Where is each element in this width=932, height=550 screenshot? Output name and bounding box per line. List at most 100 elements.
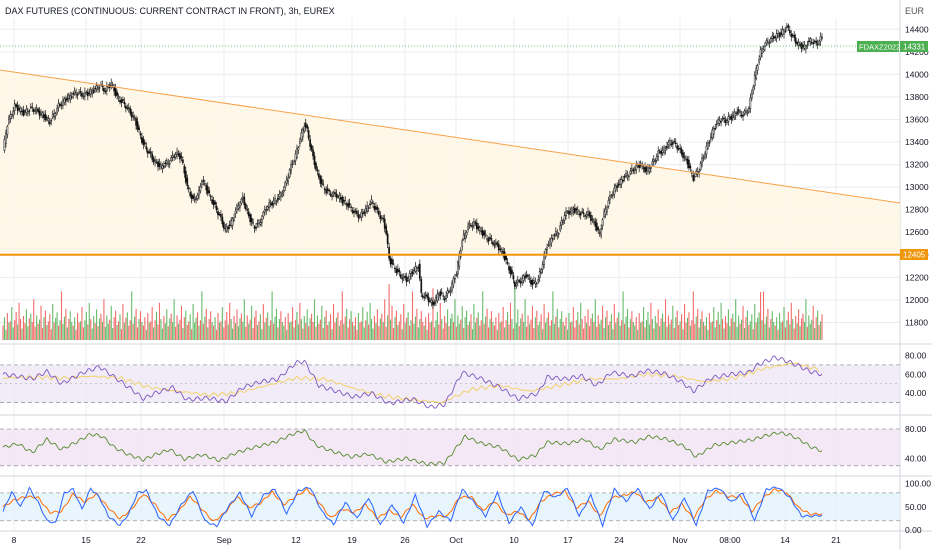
volume-bar [347, 327, 349, 340]
volume-bar [27, 326, 29, 340]
volume-bar [85, 311, 87, 340]
candle-body [81, 92, 83, 97]
volume-bar [793, 328, 795, 340]
candle-body [775, 33, 778, 39]
volume-bar [77, 313, 79, 340]
volume-bar [724, 316, 727, 340]
volume-bar [561, 311, 563, 340]
volume-bar [277, 327, 279, 340]
candle-body [37, 108, 39, 113]
volume-bar [454, 299, 456, 340]
candle-body [414, 266, 417, 272]
volume-bar [590, 318, 592, 340]
volume-bar [716, 320, 718, 340]
volume-bar [760, 292, 762, 340]
candle-body [489, 237, 491, 239]
candle-body [742, 114, 744, 117]
volume-bar [531, 305, 533, 340]
volume-bar [493, 325, 495, 340]
volume-bar [17, 324, 19, 340]
candle-body [114, 88, 117, 96]
candle-body [18, 108, 20, 110]
x-tick-label: Sep [216, 535, 231, 545]
candle-body [418, 263, 421, 279]
candle-body [247, 211, 250, 217]
volume-bar [192, 304, 194, 340]
volume-bar [600, 319, 602, 340]
candle-body [435, 297, 437, 302]
candle-body [519, 281, 522, 284]
volume-bar [559, 319, 561, 340]
candle-body [154, 160, 156, 163]
candle-body [693, 175, 696, 178]
x-tick-label: Oct [449, 535, 463, 545]
candle-body [291, 163, 294, 166]
x-tick-label: 12 [291, 535, 301, 545]
volume-bar [183, 317, 185, 340]
volume-bar [467, 325, 469, 340]
volume-bar [340, 320, 342, 340]
volume-bar [815, 317, 817, 340]
candle-body [464, 233, 466, 239]
volume-bar [322, 328, 324, 340]
volume-bar [662, 313, 664, 340]
volume-bar [207, 327, 209, 340]
candle-body [705, 146, 708, 155]
candle-body [315, 162, 317, 170]
volume-bar [161, 328, 163, 340]
volume-bar [457, 315, 459, 340]
candle-body [421, 295, 424, 298]
volume-bar [196, 312, 199, 340]
volume-bar [369, 302, 371, 340]
candle-body [743, 110, 746, 114]
candle-body [784, 30, 787, 33]
volume-bar [221, 307, 223, 340]
candle-body [477, 226, 480, 230]
candle-body [711, 129, 714, 138]
candle-body [170, 157, 173, 161]
volume-bar [88, 302, 90, 340]
candle-body [268, 202, 271, 208]
candle-body [632, 169, 635, 172]
volume-bar [110, 305, 112, 340]
volume-bar [224, 320, 226, 340]
candle-body [310, 145, 313, 150]
candle-body [423, 296, 426, 298]
volume-bar [132, 323, 134, 340]
candle-body [411, 271, 414, 275]
volume-bar [470, 314, 472, 340]
candle-body [386, 233, 389, 244]
candle-body [303, 126, 306, 132]
volume-bar [770, 319, 772, 340]
volume-bar [523, 322, 525, 340]
volume-bar [485, 316, 487, 340]
candle-body [46, 117, 48, 119]
stoch-tick-label: 0.00 [905, 525, 922, 535]
volume-bar [79, 321, 82, 340]
candle-body [43, 114, 45, 118]
candle-body [437, 294, 440, 298]
volume-bar [667, 315, 669, 340]
volume-bar [730, 318, 732, 340]
volume-bar [553, 323, 555, 340]
volume-bar [508, 324, 510, 340]
candle-body [631, 168, 633, 171]
volume-bar [87, 324, 89, 340]
candle-body [60, 104, 63, 107]
volume-bar [410, 320, 412, 340]
candle-body [506, 262, 509, 264]
volume-bar [803, 322, 805, 340]
candle-body [208, 190, 211, 193]
candle-body [262, 211, 265, 217]
candle-body [337, 196, 339, 198]
candle-body [177, 153, 180, 156]
volume-bar [689, 325, 691, 340]
volume-bar [384, 299, 386, 340]
volume-bar [789, 324, 791, 340]
volume-bar [435, 320, 437, 340]
volume-bar [743, 328, 746, 340]
candle-body [594, 221, 597, 227]
candle-body [84, 91, 86, 97]
